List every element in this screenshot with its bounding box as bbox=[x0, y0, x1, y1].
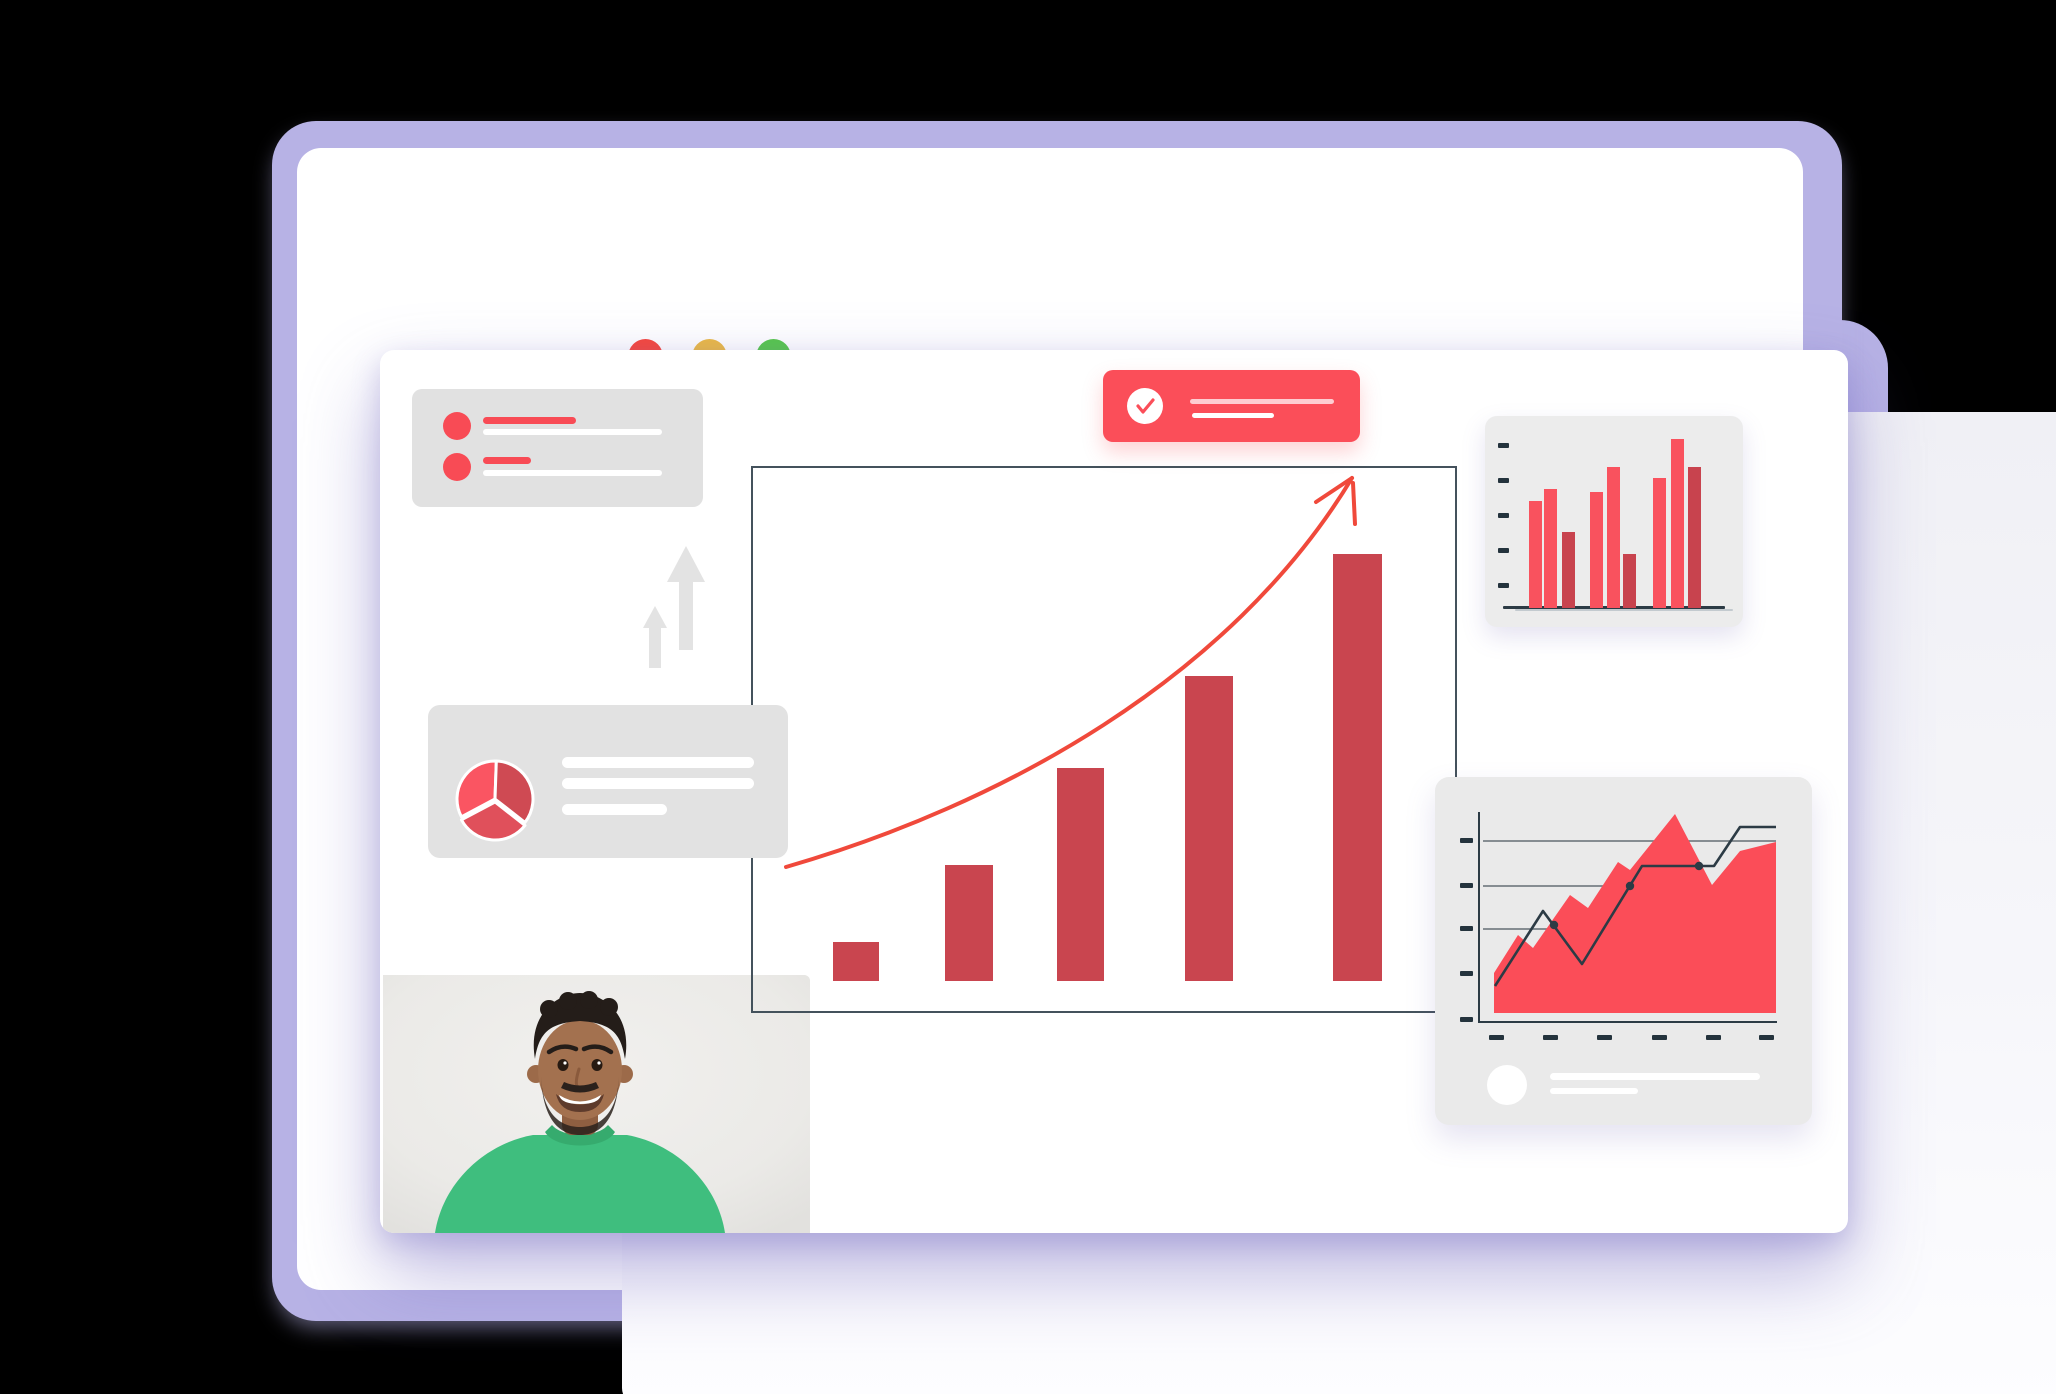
main-chart-frame bbox=[751, 466, 1457, 1013]
hair-curl bbox=[600, 998, 618, 1016]
portrait-photo bbox=[383, 975, 810, 1233]
trend-marker-dot bbox=[1625, 881, 1635, 891]
hair-curl bbox=[559, 992, 577, 1010]
area-chart-card bbox=[1435, 777, 1812, 1125]
small-up-arrow-head bbox=[643, 606, 667, 628]
shirt-collar bbox=[545, 1125, 615, 1146]
eye-left bbox=[557, 1059, 569, 1071]
mini-chart-y-tick bbox=[1498, 583, 1509, 588]
avatar-placeholder-circle bbox=[1487, 1065, 1527, 1105]
pie-slice bbox=[455, 759, 498, 819]
eye-glint bbox=[597, 1061, 601, 1065]
mustache bbox=[561, 1082, 599, 1093]
mini-chart-y-tick bbox=[1498, 548, 1509, 553]
area-y-tick bbox=[1460, 971, 1473, 976]
list-red-line bbox=[483, 457, 531, 464]
check-badge bbox=[1127, 388, 1163, 424]
mini-chart-y-tick bbox=[1498, 513, 1509, 518]
area-x-tick bbox=[1706, 1035, 1721, 1040]
pie-card-text-line bbox=[562, 757, 754, 768]
area-y-tick bbox=[1460, 883, 1473, 888]
area-x-tick bbox=[1489, 1035, 1504, 1040]
notification-banner bbox=[1103, 370, 1360, 442]
mini-chart-bar bbox=[1562, 532, 1575, 608]
mini-chart-baseline-shadow bbox=[1515, 609, 1733, 611]
area-card-text-line bbox=[1550, 1088, 1638, 1094]
mini-chart-y-tick bbox=[1498, 478, 1509, 483]
area-y-tick bbox=[1460, 926, 1473, 931]
mini-chart-bar bbox=[1544, 489, 1557, 608]
pie-card-text-line bbox=[562, 778, 754, 789]
trend-marker-dot bbox=[1549, 920, 1559, 930]
mini-chart-bar bbox=[1590, 492, 1603, 608]
small-up-arrow-shaft bbox=[649, 626, 661, 668]
mini-chart-y-tick bbox=[1498, 443, 1509, 448]
portrait-illustration bbox=[383, 975, 810, 1233]
area-trend-line bbox=[1493, 825, 1776, 987]
pie-slice bbox=[459, 800, 527, 842]
area-fill bbox=[1494, 814, 1776, 1013]
area-x-tick bbox=[1652, 1035, 1667, 1040]
eye-right bbox=[591, 1059, 603, 1071]
eyebrow-right bbox=[581, 1044, 614, 1055]
mini-chart-bar bbox=[1529, 501, 1542, 608]
area-card-text-line bbox=[1550, 1073, 1760, 1080]
banner-text-line bbox=[1192, 413, 1274, 418]
list-bullet-dot bbox=[443, 412, 471, 440]
eyebrow-left bbox=[546, 1044, 579, 1055]
pie-slice bbox=[493, 759, 535, 824]
area-x-tick bbox=[1759, 1035, 1774, 1040]
area-x-tick bbox=[1543, 1035, 1558, 1040]
list-placeholder-card bbox=[412, 389, 703, 507]
area-chart bbox=[1478, 812, 1777, 1023]
trend-marker-dot bbox=[1694, 861, 1704, 871]
hair-curl bbox=[580, 991, 598, 1009]
pie-chart bbox=[455, 759, 535, 842]
check-icon bbox=[1136, 398, 1155, 414]
teeth bbox=[559, 1095, 601, 1104]
area-y-tick bbox=[1460, 1017, 1473, 1022]
big-up-arrow-head bbox=[667, 546, 705, 582]
green-shirt bbox=[435, 1135, 725, 1233]
mini-chart-bar bbox=[1607, 467, 1620, 608]
big-up-arrow-shaft bbox=[679, 580, 693, 650]
mini-chart-bar bbox=[1653, 478, 1666, 608]
eye-glint bbox=[563, 1061, 567, 1065]
dashboard-panel bbox=[380, 350, 1848, 1233]
area-x-tick bbox=[1597, 1035, 1612, 1040]
banner-text-line bbox=[1190, 399, 1334, 404]
smile bbox=[556, 1094, 604, 1112]
area-y-tick bbox=[1460, 838, 1473, 843]
list-bullet-dot bbox=[443, 453, 471, 481]
list-white-line bbox=[483, 429, 662, 435]
hair-curl bbox=[540, 1000, 558, 1018]
mini-chart-bar bbox=[1623, 554, 1636, 608]
pie-stat-card bbox=[428, 705, 788, 858]
pie-card-text-line bbox=[562, 804, 667, 815]
mini-chart-bar bbox=[1688, 467, 1701, 608]
list-red-line bbox=[483, 417, 576, 424]
list-white-line bbox=[483, 470, 662, 476]
mini-chart-bar bbox=[1671, 439, 1684, 608]
mini-bar-chart-card bbox=[1485, 416, 1743, 627]
